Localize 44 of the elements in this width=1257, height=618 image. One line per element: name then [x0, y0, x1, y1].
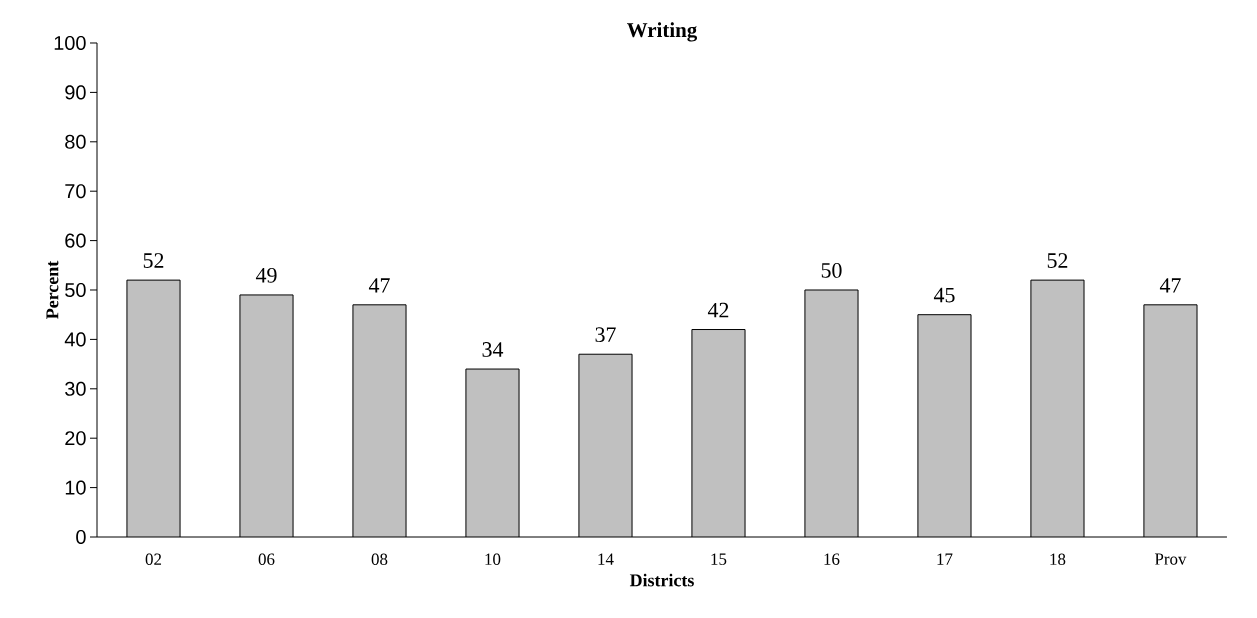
x-tick-label: 10: [485, 553, 501, 565]
y-tick-label: 0: [76, 529, 86, 545]
x-tick-label: 14: [598, 553, 614, 565]
bar: [126, 280, 181, 537]
y-tick-label: 80: [65, 134, 86, 149]
data-label: 50: [821, 263, 842, 278]
data-label: 47: [368, 278, 390, 293]
y-tick-label: 90: [65, 85, 86, 100]
data-label: 42: [707, 302, 729, 318]
x-tick-label: 15: [711, 553, 727, 565]
chart-title: Writing: [627, 22, 698, 42]
bar: [352, 304, 407, 537]
y-tick-label: 40: [64, 332, 86, 347]
x-tick-label: Prov: [1154, 553, 1187, 565]
y-tick-label: 30: [65, 381, 86, 396]
y-tick-label: 70: [65, 184, 86, 199]
y-axis-title: Percent: [46, 260, 59, 319]
bar: [691, 329, 746, 537]
y-tick-label: 100: [54, 35, 86, 51]
y-tick-label: 20: [65, 431, 86, 446]
x-tick-label: 18: [1050, 553, 1066, 565]
y-tick-label: 50: [65, 282, 86, 298]
bar: [239, 294, 294, 537]
bar: [804, 290, 859, 537]
x-tick-label: 16: [824, 553, 840, 565]
bar: [917, 314, 972, 537]
data-label: 52: [1047, 253, 1068, 268]
y-tick-label: 60: [65, 233, 86, 248]
data-label: 52: [143, 253, 164, 268]
data-label: 34: [482, 342, 504, 357]
x-tick-label: 02: [145, 553, 162, 565]
bar: [465, 369, 520, 537]
data-label: 37: [595, 327, 616, 343]
data-label: 45: [933, 287, 955, 303]
x-tick-label: 17: [937, 553, 953, 565]
y-tick-label: 10: [65, 480, 86, 495]
bar: [1143, 304, 1198, 537]
x-tick-label: 08: [371, 553, 388, 565]
x-axis-title: Districts: [629, 573, 694, 587]
data-label: 47: [1159, 278, 1181, 293]
data-label: 49: [255, 268, 277, 283]
bar: [578, 354, 633, 537]
bar: [1030, 280, 1085, 537]
x-tick-label: 06: [258, 553, 275, 565]
